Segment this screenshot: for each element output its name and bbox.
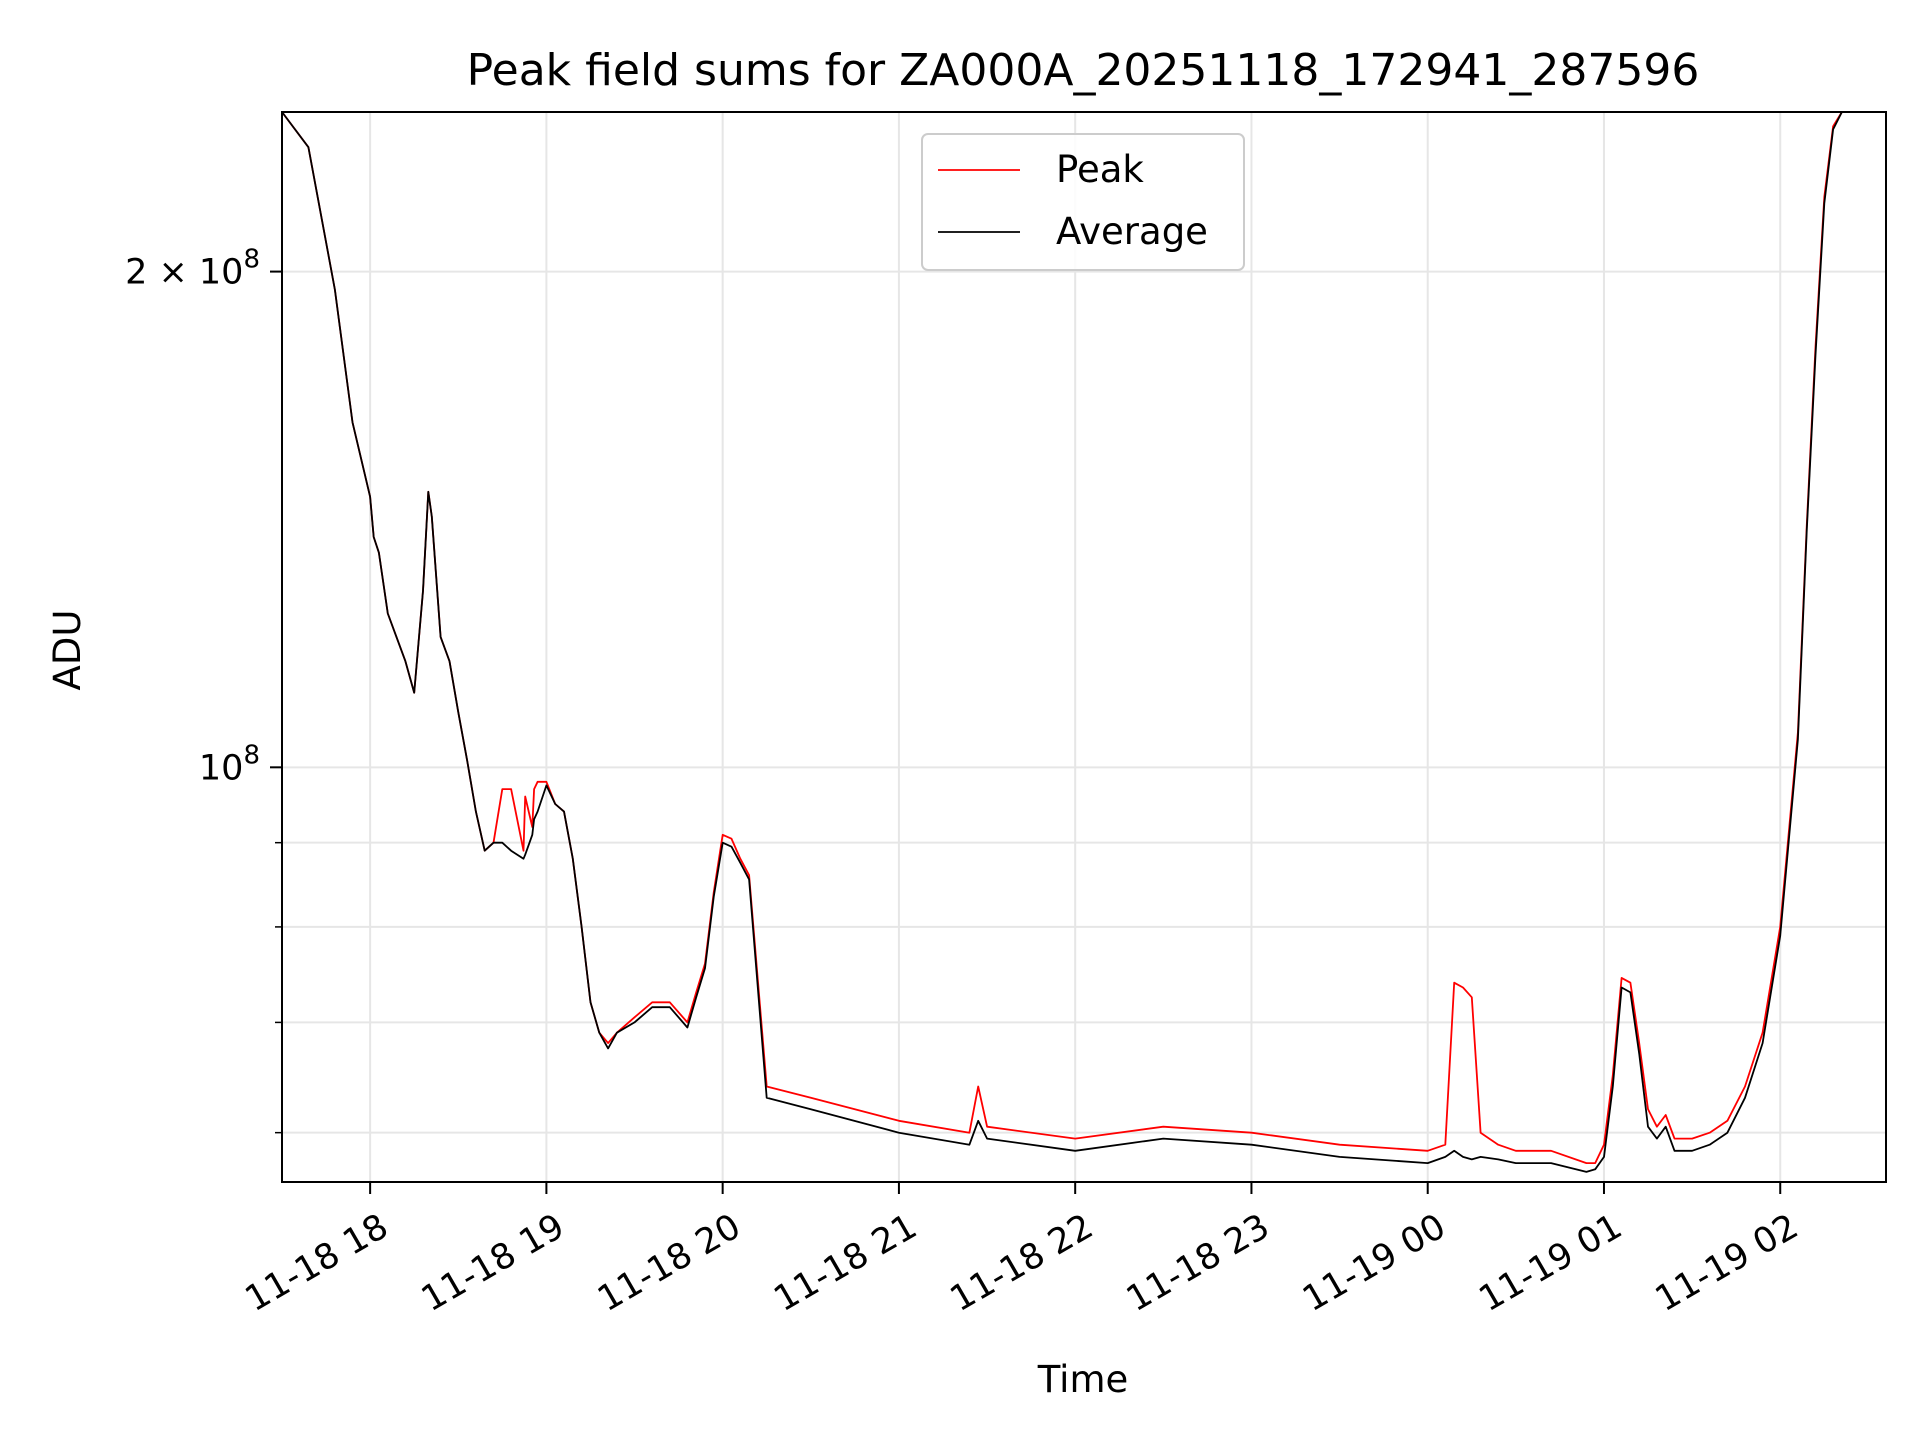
legend: Peak Average bbox=[921, 133, 1245, 271]
series-line-average bbox=[281, 111, 1886, 1173]
plot-frame bbox=[281, 111, 1887, 1183]
legend-label-average: Average bbox=[1056, 210, 1208, 253]
series-layer bbox=[281, 111, 1886, 1173]
y-tick-label: 108 bbox=[199, 740, 260, 788]
legend-label-peak: Peak bbox=[1056, 148, 1144, 191]
x-axis-label: Time bbox=[1037, 1358, 1129, 1401]
y-axis-label: ADU bbox=[46, 610, 89, 691]
chart-title: Peak field sums for ZA000A_20251118_1729… bbox=[467, 45, 1700, 96]
legend-box bbox=[921, 133, 1245, 271]
y-tick-label: 2 × 108 bbox=[125, 245, 260, 293]
y-axis-ticks: 108 2 × 108 bbox=[125, 245, 282, 1134]
